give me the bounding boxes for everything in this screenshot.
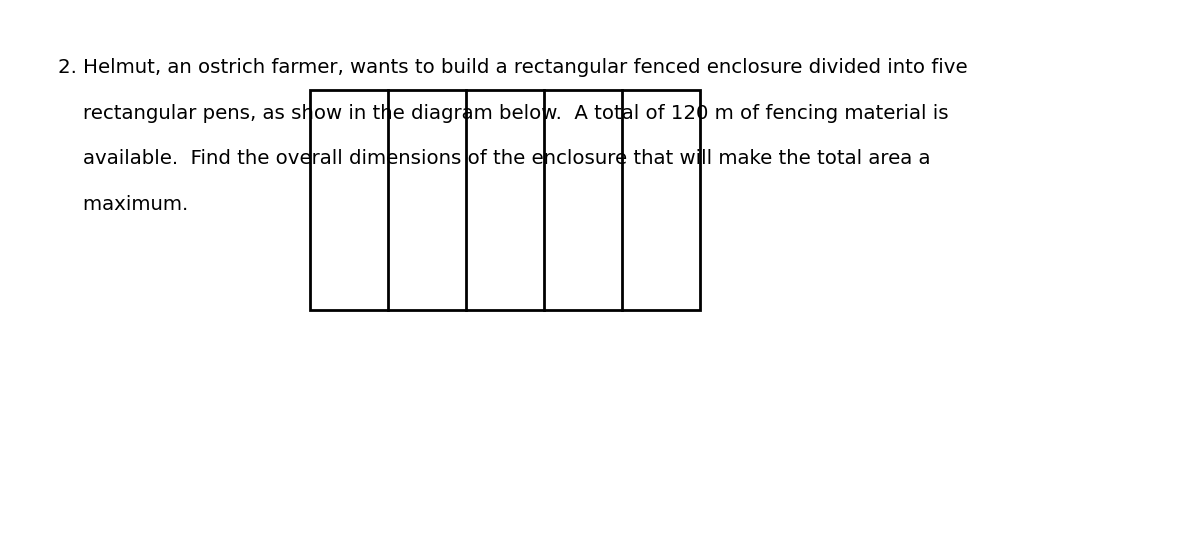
Bar — [310, 90, 700, 310]
Text: rectangular pens, as show in the diagram below.  A total of 120 m of fencing mat: rectangular pens, as show in the diagram… — [58, 104, 948, 123]
Text: maximum.: maximum. — [58, 195, 188, 214]
Text: 2. Helmut, an ostrich farmer, wants to build a rectangular fenced enclosure divi: 2. Helmut, an ostrich farmer, wants to b… — [58, 58, 967, 77]
Text: available.  Find the overall dimensions of the enclosure that will make the tota: available. Find the overall dimensions o… — [58, 149, 930, 168]
